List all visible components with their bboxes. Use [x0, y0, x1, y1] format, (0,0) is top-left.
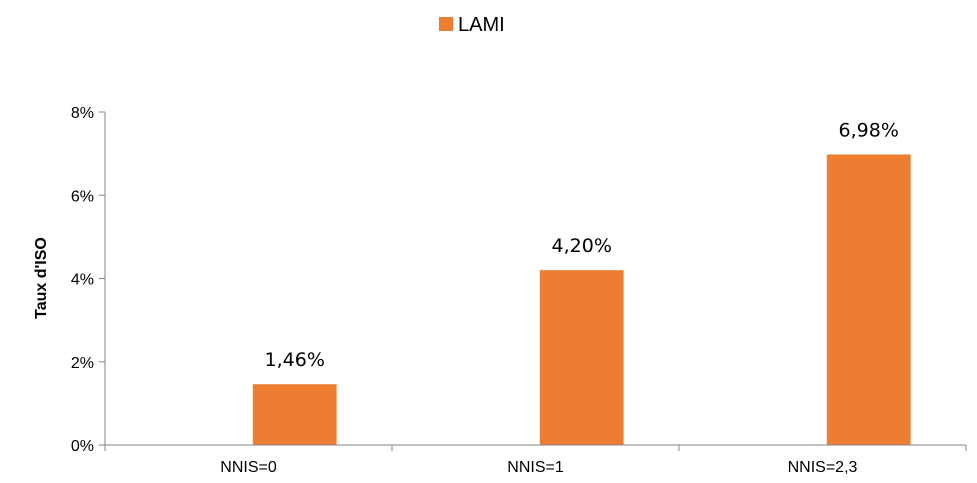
data-label: 4,20%: [552, 235, 612, 257]
x-tick-label: NNIS=2,3: [788, 459, 858, 476]
data-label: 1,46%: [265, 349, 325, 371]
y-tick-label: 8%: [71, 105, 94, 122]
x-axis-ticks: NNIS=0 NNIS=1 NNIS=2,3: [104, 445, 967, 476]
x-tick-label: NNIS=0: [220, 459, 277, 476]
y-tick-label: 4%: [71, 272, 94, 289]
y-axis-ticks: 0% 2% 4% 6% 8%: [71, 105, 105, 455]
y-tick-label: 0%: [71, 438, 94, 455]
y-tick-label: 6%: [71, 188, 94, 205]
legend-label: LAMI: [458, 14, 505, 36]
legend-swatch: [439, 17, 453, 31]
y-axis-title: Taux d'ISO: [33, 237, 50, 319]
legend: LAMI: [439, 14, 505, 36]
bars: [252, 154, 911, 445]
bar: [826, 154, 911, 445]
data-label: 6,98%: [839, 119, 899, 141]
bar: [539, 270, 624, 445]
x-tick-label: NNIS=1: [507, 459, 564, 476]
y-tick-label: 2%: [71, 355, 94, 372]
data-labels: 1,46% 4,20% 6,98%: [265, 119, 899, 371]
bar: [252, 384, 337, 445]
